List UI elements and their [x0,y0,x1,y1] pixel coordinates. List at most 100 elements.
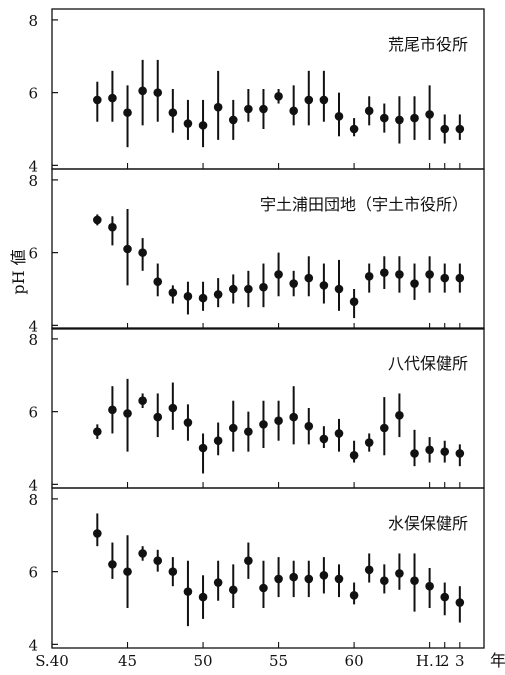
y-axis-label: pH 値 [9,249,28,294]
data-point [410,449,419,458]
data-point [319,570,329,580]
y-tick-label: 4 [28,317,38,335]
y-tick-label: 6 [28,245,38,263]
data-point [153,412,163,422]
data-point [138,549,147,558]
data-point [440,124,450,134]
data-point [440,447,450,456]
data-point [244,284,253,294]
data-point [410,279,419,288]
panel-1: 4 6 8 荒尾市役所 [28,8,485,175]
data-point [259,282,268,292]
data-point [213,436,223,446]
data-point [319,434,329,444]
data-point [410,576,419,586]
data-point [244,427,253,436]
data-point [168,567,178,576]
data-point [153,277,163,287]
data-point [304,273,314,283]
data-point [213,102,223,112]
data-point [198,121,208,130]
data-point [455,449,465,458]
data-point [349,450,359,460]
panel-frame [51,487,485,649]
data-point [259,420,268,429]
y-tick-label: 6 [28,404,38,422]
data-point [259,104,268,114]
data-point [304,421,314,431]
x-tick-label: 2 [440,652,450,670]
data-point [93,427,102,436]
data-point [334,111,344,121]
data-point [108,222,117,232]
data-point [168,288,178,297]
data-point [334,429,344,438]
x-axis: S.40 45 50 55 60 H.12 3 [35,652,464,670]
panel-title: 荒尾市役所 [388,35,468,54]
data-point [123,567,132,576]
x-tick-label: S.40 [35,652,69,670]
panel-frame [51,168,485,330]
data-point [425,581,434,591]
y-tick-label: 4 [28,636,38,654]
data-point [319,281,329,290]
data-point [108,93,117,103]
data-point [153,88,163,97]
data-point [93,215,102,225]
data-point [123,108,132,117]
data-point [380,268,389,277]
panel-2: 4 6 8 宇土浦田団地（宇土市役所） [28,168,485,335]
data-point [93,529,102,538]
data-point [228,423,238,433]
data-point [440,592,450,602]
y-tick-label: 6 [28,85,38,103]
data-point [364,106,374,116]
data-point [410,113,419,123]
data-point [349,590,359,600]
data-point [380,576,389,586]
data-point [168,108,178,117]
y-tick-label: 8 [28,331,38,349]
data-point [153,556,163,566]
data-point [395,270,404,279]
data-point [244,556,253,566]
x-tick-label: 55 [269,652,288,670]
data-point [228,585,238,595]
data-point [274,416,283,426]
y-tick-label: 4 [28,476,38,494]
data-point [395,115,404,125]
data-point [198,592,208,602]
data-point [198,293,208,303]
data-point [183,119,193,128]
x-tick-label: 50 [194,652,213,670]
data-point [244,104,253,114]
data-point [259,583,268,593]
data-point [123,244,132,254]
data-point [213,578,223,587]
data-point [349,124,359,134]
data-point [304,574,314,584]
data-point [274,91,283,101]
x-tick-label: 3 [455,652,465,670]
data-point [380,423,389,433]
data-point [455,598,465,607]
y-tick-label: 8 [28,12,38,30]
panel-title: 八代保健所 [388,354,468,373]
data-point [455,273,465,283]
y-tick-label: 8 [28,491,38,509]
data-point [213,290,223,299]
data-point [289,279,298,288]
data-point [93,95,102,105]
panel-4: 4 6 8 水俣保健所 [28,487,485,654]
data-point [123,409,132,418]
data-point [289,572,298,582]
data-point [425,445,434,455]
panels: 4 6 8 荒尾市役所 4 6 8 宇土浦田団地（宇土市役所） 4 6 8 八代保健所 4 6 8 水俣保健所 [28,8,485,654]
panel-title: 水俣保健所 [388,514,468,533]
data-point [380,113,389,123]
data-point [228,115,238,125]
data-point [319,95,329,105]
x-tick-label: 45 [118,652,137,670]
data-point [334,574,344,584]
